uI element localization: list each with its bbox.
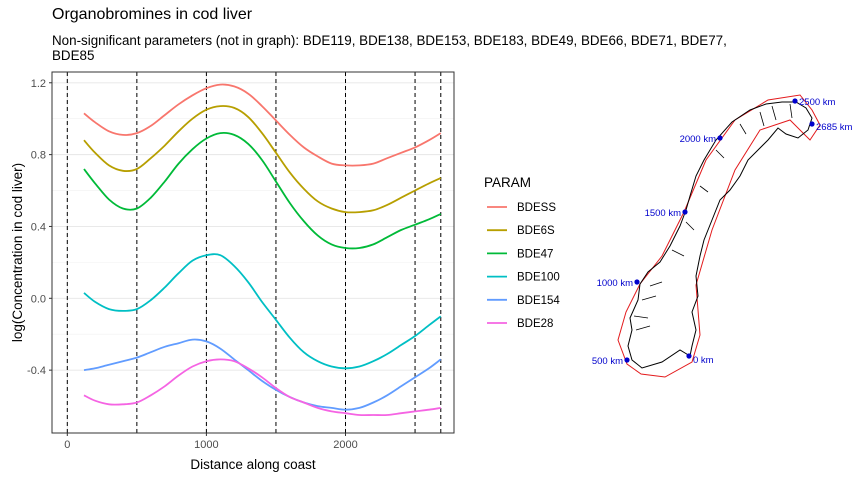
distance-marker-label: 500 km (592, 356, 623, 367)
legend-label-bde28: BDE28 (517, 318, 553, 330)
y-tick-label: 0.4 (31, 221, 46, 233)
fjord-detail (633, 103, 793, 331)
x-tick-label: 1000 (194, 439, 218, 451)
legend-title: PARAM (484, 175, 531, 190)
distance-marker-dot (624, 357, 630, 363)
y-tick-label: 0.8 (31, 150, 46, 162)
distance-marker-label: 2500 km (799, 97, 836, 108)
series-line-bde28 (83, 358, 441, 417)
distance-marker-dot (792, 98, 798, 104)
distance-marker-label: 0 km (693, 355, 714, 366)
legend-label-bde154: BDE154 (517, 295, 560, 307)
distance-marker-dot (686, 353, 692, 359)
series-line-bdess (83, 83, 442, 167)
series-line-bde100 (83, 253, 442, 370)
distance-marker-dot (809, 121, 815, 127)
x-tick-label: 2000 (333, 439, 357, 451)
y-axis-title: log(Concentration in cod liver) (10, 163, 25, 342)
series-line-bde47 (83, 131, 442, 250)
y-tick-label: -0.4 (27, 365, 46, 377)
legend-label-bde47: BDE47 (517, 248, 553, 260)
series-line-bde6s (83, 105, 442, 214)
chart-title: Organobromines in cod liver (52, 6, 253, 23)
legend-label-bde100: BDE100 (517, 272, 560, 284)
series-line-bde154 (83, 338, 442, 411)
x-tick-label: 0 (64, 439, 70, 451)
distance-marker-label: 2685 km (816, 122, 853, 133)
distance-marker-label: 1000 km (597, 278, 634, 289)
norway-coast-map: 0 km 500 km 1000 km 1500 km 2000 km 2500 km 26… (592, 94, 853, 378)
x-axis-title: Distance along coast (190, 457, 316, 472)
legend-label-bdess: BDESS (517, 202, 556, 214)
coast-buffer-outline (617, 94, 821, 378)
distance-marker-dot (717, 135, 723, 141)
norway-coast (627, 101, 813, 369)
distance-marker-label: 2000 km (680, 134, 717, 145)
distance-markers: 0 km 500 km 1000 km 1500 km 2000 km 2500 km 26… (592, 97, 853, 367)
distance-marker-dot (634, 279, 640, 285)
plot-panel-border (51, 71, 455, 434)
distance-marker-dot (682, 209, 688, 215)
distance-marker-label: 1500 km (645, 208, 682, 219)
chart-subtitle: Non-significant parameters (not in graph… (52, 33, 727, 63)
y-tick-label: 1.2 (31, 78, 46, 90)
y-tick-label: 0.0 (31, 293, 46, 305)
legend-label-bde6s: BDE6S (517, 225, 555, 237)
